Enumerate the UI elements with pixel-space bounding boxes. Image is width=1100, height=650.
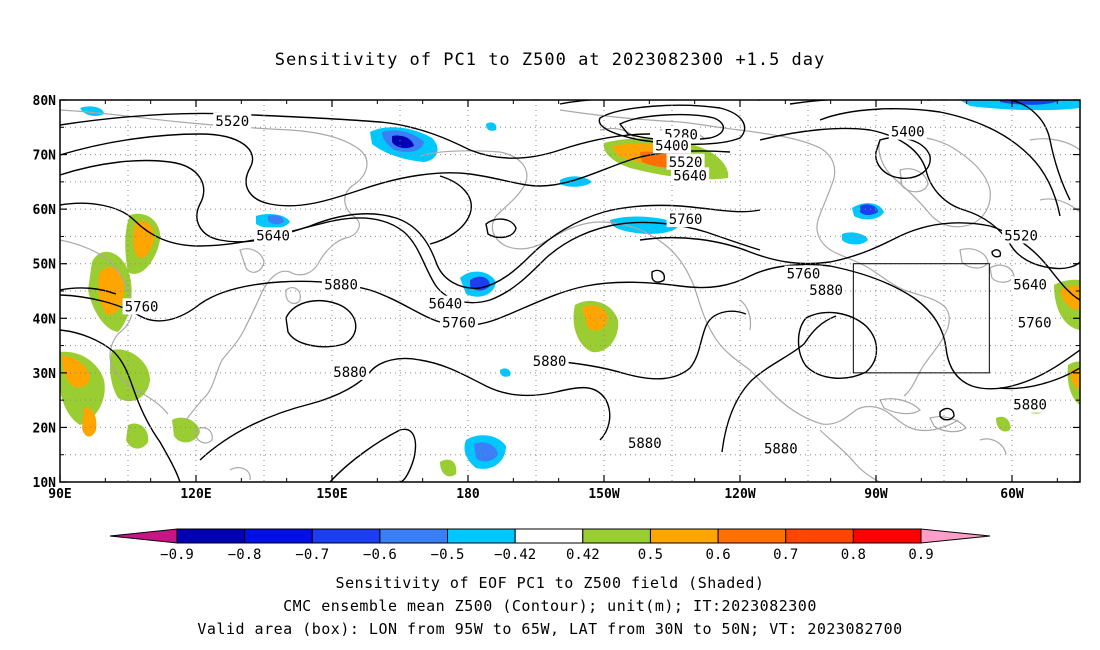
contour-label: 5760 bbox=[669, 212, 703, 228]
colorbar-label: −0.9 bbox=[160, 547, 194, 563]
contour-label-bg bbox=[807, 282, 846, 298]
colorbar-high-extend bbox=[920, 528, 991, 544]
contour-label: 5520 bbox=[1004, 228, 1038, 244]
colorbar-label: −0.42 bbox=[494, 547, 536, 563]
colorbar-swatch bbox=[176, 528, 246, 544]
caption-contour: CMC ensemble mean Z500 (Contour); unit(m… bbox=[283, 597, 817, 615]
colorbar-swatch bbox=[785, 528, 854, 544]
contour-label-bg bbox=[625, 434, 664, 451]
contour-label: 5520 bbox=[669, 155, 703, 171]
lon-tick-label: 150W bbox=[588, 487, 619, 502]
colorbar-swatch bbox=[717, 528, 787, 544]
lat-tick-label: 50N bbox=[33, 258, 57, 273]
contour-label: 5880 bbox=[764, 441, 798, 457]
contour-label-bg bbox=[666, 153, 705, 170]
colorbar-swatch bbox=[852, 528, 922, 544]
contour-label: 5400 bbox=[655, 138, 689, 154]
contour-label: 5880 bbox=[628, 436, 662, 452]
colorbar-low-extend bbox=[109, 528, 178, 544]
contour-label: 5880 bbox=[333, 365, 367, 381]
z500-contours bbox=[60, 100, 1080, 482]
contour-label: 5640 bbox=[1013, 278, 1047, 294]
colorbar-swatch bbox=[649, 528, 719, 544]
figure-title: Sensitivity of PC1 to Z500 at 2023082300… bbox=[274, 50, 826, 70]
latitude-axis: 80N 70N 60N 50N 40N 30N 20N 10N bbox=[33, 94, 1080, 491]
contour-label-bg bbox=[1011, 396, 1050, 413]
colorbar: −0.9 −0.8 −0.7 −0.6 −0.5 −0.42 0.42 0.5 0.6 0.7 0.… bbox=[109, 528, 991, 563]
lon-tick-label: 90E bbox=[48, 487, 71, 502]
colorbar-label: 0.9 bbox=[908, 547, 933, 563]
contour-label: 5880 bbox=[533, 354, 567, 370]
lon-tick-label: 120W bbox=[724, 487, 755, 502]
colorbar-swatch bbox=[447, 528, 516, 544]
contour-label-bg bbox=[761, 440, 800, 457]
contour-label-bg bbox=[1002, 227, 1041, 244]
contour-label: 5640 bbox=[673, 168, 707, 184]
lon-tick-label: 180 bbox=[456, 487, 480, 502]
lat-tick-label: 10N bbox=[33, 476, 57, 491]
colorbar-label: 0.8 bbox=[841, 547, 866, 563]
colorbar-swatch bbox=[582, 528, 651, 544]
caption-shading: Sensitivity of EOF PC1 to Z500 field (Sh… bbox=[335, 574, 765, 592]
contour-label: 5640 bbox=[256, 228, 290, 244]
colorbar-swatch bbox=[514, 528, 584, 544]
contour-label: 5880 bbox=[809, 283, 843, 299]
contour-label-bg bbox=[331, 363, 370, 380]
contour-label-bg bbox=[666, 211, 705, 228]
contour-label-bg bbox=[888, 123, 927, 140]
lat-tick-label: 40N bbox=[33, 312, 57, 327]
colorbar-label: 0.7 bbox=[773, 547, 798, 563]
lon-tick-label: 120E bbox=[180, 487, 211, 502]
contour-label: 5760 bbox=[125, 299, 159, 315]
colorbar-label: −0.8 bbox=[228, 547, 262, 563]
contour-label: 5400 bbox=[891, 125, 925, 141]
contour-label-bg bbox=[530, 352, 569, 369]
lon-tick-label: 150E bbox=[316, 487, 347, 502]
lon-tick-label: 60W bbox=[1000, 487, 1024, 502]
contour-label-bg bbox=[1015, 314, 1054, 331]
contour-label: 5760 bbox=[787, 267, 821, 283]
colorbar-label: −0.6 bbox=[363, 547, 397, 563]
colorbar-label: 0.6 bbox=[705, 547, 730, 563]
colorbar-label: 0.5 bbox=[638, 547, 663, 563]
contour-label-bg bbox=[784, 265, 823, 282]
contour-labels: 5520528054005520564054005640576055205760… bbox=[122, 112, 1054, 457]
contour-label-bg bbox=[254, 227, 293, 244]
colorbar-swatch bbox=[379, 528, 449, 544]
lat-tick-label: 60N bbox=[33, 203, 57, 218]
lat-tick-label: 80N bbox=[33, 94, 57, 109]
contour-label: 5760 bbox=[442, 316, 476, 332]
lat-tick-label: 30N bbox=[33, 367, 57, 382]
lat-tick-label: 70N bbox=[33, 149, 57, 164]
longitude-axis: 90E 120E 150E 180 150W 120W 90W 60W bbox=[48, 100, 1058, 502]
colorbar-swatch bbox=[244, 528, 313, 544]
contour-label: 5640 bbox=[428, 297, 462, 313]
contour-label-bg bbox=[653, 137, 691, 154]
valid-area-box bbox=[852, 263, 990, 374]
contour-label: 5880 bbox=[1013, 398, 1047, 414]
colorbar-swatch bbox=[311, 528, 381, 544]
contour-label: 5520 bbox=[215, 114, 249, 130]
lat-tick-label: 20N bbox=[33, 421, 57, 436]
contour-label: 5880 bbox=[324, 278, 358, 294]
contour-label-bg bbox=[322, 276, 361, 293]
caption-valid-area: Valid area (box): LON from 95W to 65W, L… bbox=[197, 620, 903, 638]
contour-label: 5760 bbox=[1018, 316, 1052, 332]
contour-label-bg bbox=[439, 314, 478, 331]
lon-tick-label: 90W bbox=[864, 487, 888, 502]
contour-label-bg bbox=[671, 167, 710, 184]
colorbar-label: 0.42 bbox=[566, 547, 600, 563]
colorbar-label: −0.5 bbox=[431, 547, 465, 563]
contour-label-bg bbox=[122, 298, 161, 315]
contour-label-bg bbox=[213, 112, 252, 129]
contour-label-bg bbox=[426, 295, 465, 312]
colorbar-label: −0.7 bbox=[295, 547, 329, 563]
contour-label-bg bbox=[1011, 276, 1050, 293]
